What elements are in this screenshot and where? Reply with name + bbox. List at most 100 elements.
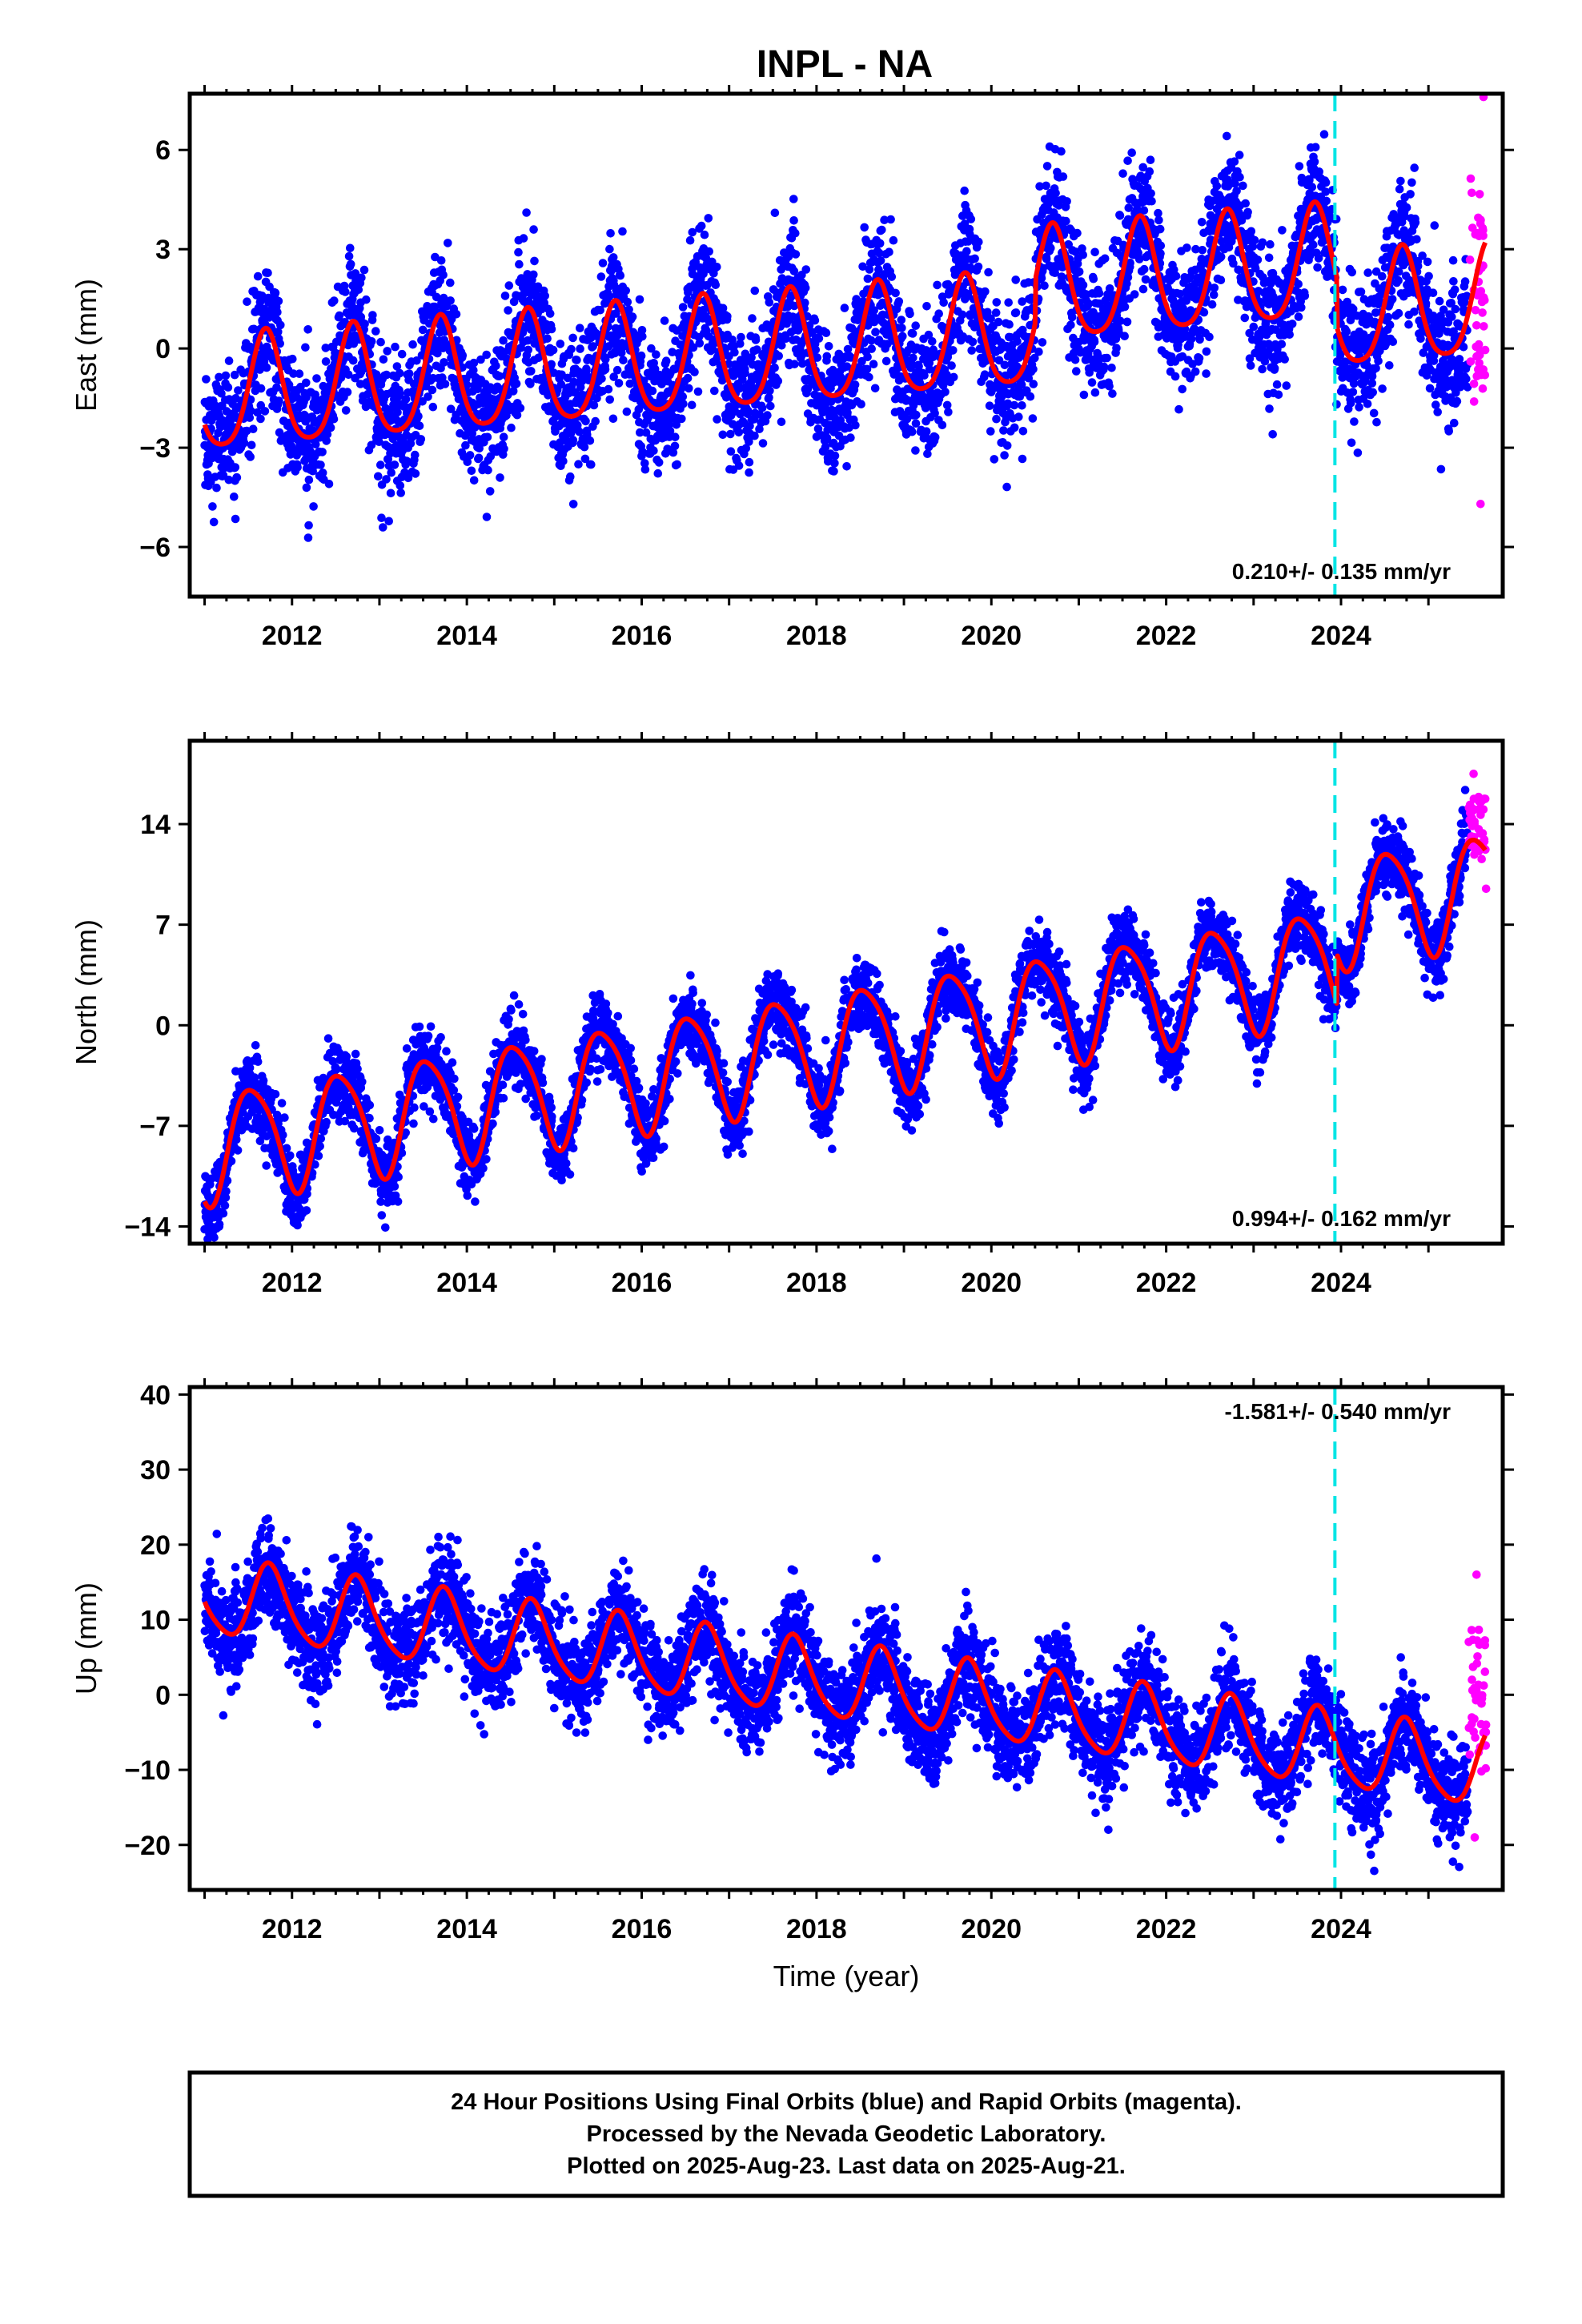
rapid-orbit-point — [1478, 384, 1488, 393]
final-orbit-point — [458, 351, 468, 360]
final-orbit-point — [1100, 254, 1110, 263]
final-orbit-point — [1147, 196, 1156, 206]
final-orbit-point — [1346, 399, 1355, 408]
final-orbit-point — [958, 310, 967, 320]
final-orbit-point — [1062, 216, 1070, 226]
final-orbit-point — [271, 288, 280, 298]
rapid-orbit-point — [1480, 345, 1490, 355]
final-orbit-point — [891, 288, 900, 298]
final-orbit-point — [563, 373, 572, 383]
final-orbit-point — [1197, 218, 1207, 227]
final-orbit-point — [335, 331, 344, 340]
final-orbit-point — [416, 435, 426, 444]
final-orbit-point — [654, 458, 664, 467]
final-orbit-point — [272, 383, 281, 392]
final-orbit-point — [814, 334, 824, 343]
final-orbit-point — [1118, 169, 1127, 178]
final-orbit-point — [591, 416, 600, 426]
final-orbit-point — [504, 306, 512, 315]
final-orbit-point — [499, 336, 508, 345]
final-orbit-point — [581, 416, 590, 426]
final-orbit-point — [566, 472, 575, 481]
final-orbit-point — [665, 426, 675, 436]
final-orbit-point — [376, 460, 385, 469]
final-orbit-point — [700, 230, 709, 239]
final-orbit-point — [1449, 277, 1458, 286]
final-orbit-point — [939, 298, 948, 308]
final-orbit-point — [980, 370, 990, 380]
final-orbit-point — [637, 326, 647, 335]
final-orbit-point — [469, 476, 479, 485]
final-orbit-point — [947, 361, 956, 370]
final-orbit-point — [217, 389, 226, 398]
final-orbit-point — [962, 247, 971, 256]
final-orbit-point — [418, 397, 427, 406]
final-orbit-point — [318, 468, 327, 477]
final-orbit-point — [865, 372, 873, 382]
final-orbit-point — [678, 303, 688, 312]
final-orbit-point — [875, 239, 885, 248]
final-orbit-point — [604, 292, 614, 301]
final-orbit-point — [326, 423, 335, 432]
final-orbit-point — [490, 400, 500, 409]
final-orbit-point — [625, 379, 635, 388]
final-orbit-point — [386, 489, 396, 498]
final-orbit-point — [1450, 285, 1460, 295]
final-orbit-point — [1270, 364, 1279, 373]
final-orbit-point — [275, 396, 283, 405]
final-orbit-point — [1010, 400, 1019, 410]
final-orbit-point — [526, 380, 535, 388]
final-orbit-point — [1216, 275, 1226, 285]
final-orbit-point — [527, 367, 536, 376]
final-orbit-point — [970, 254, 979, 263]
final-orbit-point — [960, 186, 969, 195]
final-orbit-point — [1268, 430, 1277, 439]
final-orbit-point — [737, 332, 745, 342]
final-orbit-point — [588, 342, 597, 351]
final-orbit-point — [921, 427, 931, 436]
final-orbit-point — [568, 333, 577, 343]
final-orbit-point — [1171, 271, 1181, 281]
final-orbit-point — [1404, 320, 1413, 329]
final-orbit-point — [1322, 196, 1331, 206]
final-orbit-point — [596, 272, 606, 281]
final-orbit-point — [1195, 335, 1204, 344]
final-orbit-point — [704, 214, 713, 223]
final-orbit-point — [523, 336, 532, 345]
final-orbit-point — [751, 336, 761, 344]
final-orbit-point — [1156, 249, 1165, 258]
final-orbit-point — [1078, 280, 1088, 290]
final-orbit-point — [600, 365, 610, 374]
final-orbit-point — [1428, 288, 1438, 298]
final-orbit-point — [1368, 388, 1377, 397]
final-orbit-point — [604, 384, 613, 394]
final-orbit-points — [200, 130, 1472, 542]
final-orbit-point — [1042, 181, 1050, 191]
final-orbit-point — [469, 358, 479, 368]
final-orbit-point — [1182, 243, 1191, 252]
final-orbit-point — [609, 372, 618, 381]
final-orbit-point — [1038, 338, 1047, 347]
final-orbit-point — [414, 412, 423, 421]
final-orbit-point — [1407, 178, 1416, 187]
final-orbit-point — [316, 460, 325, 469]
final-orbit-point — [545, 309, 555, 318]
final-orbit-point — [572, 356, 581, 364]
final-orbit-point — [402, 456, 412, 465]
final-orbit-point — [842, 462, 851, 471]
final-orbit-point — [284, 380, 294, 389]
final-orbit-point — [770, 363, 779, 372]
final-orbit-point — [343, 388, 352, 396]
final-orbit-point — [687, 400, 697, 410]
final-orbit-point — [1018, 427, 1028, 436]
final-orbit-point — [529, 225, 538, 234]
final-orbit-point — [1342, 327, 1351, 336]
final-orbit-point — [1011, 308, 1021, 317]
final-orbit-point — [371, 370, 381, 380]
final-orbit-point — [911, 446, 920, 455]
final-orbit-point — [383, 347, 392, 356]
final-orbit-point — [484, 465, 492, 475]
rapid-orbit-point — [1471, 306, 1480, 315]
final-orbit-point — [1029, 364, 1038, 374]
final-orbit-point — [245, 413, 255, 422]
